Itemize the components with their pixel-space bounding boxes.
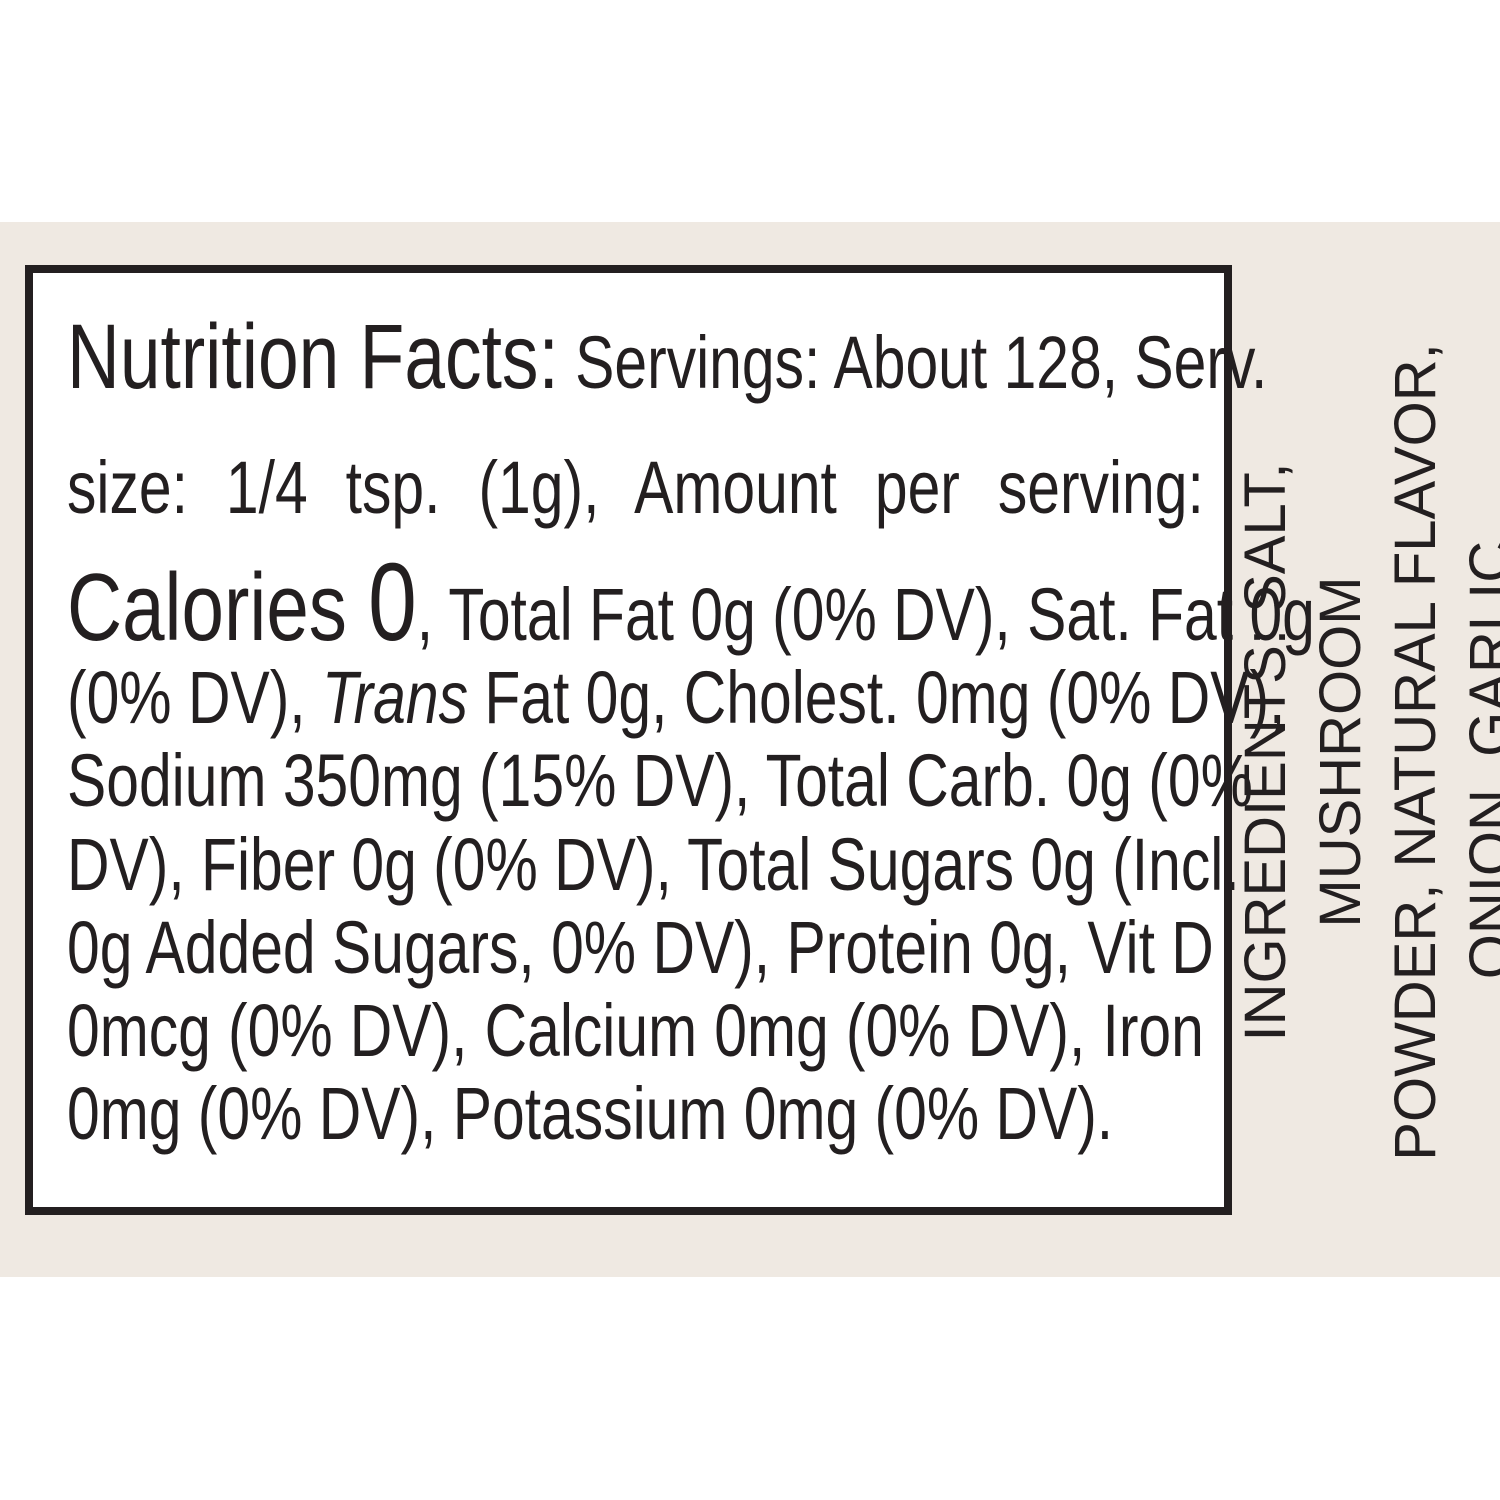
calories-value: 0	[368, 541, 417, 664]
ingredients-line-3: ONION, GARLIC.	[1458, 524, 1500, 980]
nutrition-line-5: Sodium 350mg (15% DV), Total Carb. 0g (0…	[67, 739, 1253, 822]
line4-a: (0% DV),	[67, 656, 322, 739]
line4-b: Fat 0g, Cholest. 0mg (0% DV),	[467, 656, 1286, 739]
ingredients-text: INGREDIENTS: SALT, MUSHROOM POWDER, NATU…	[1228, 302, 1500, 1202]
nutrition-line-1: Nutrition Facts: Servings: About 128, Se…	[67, 311, 1267, 403]
fat-text: , Total Fat 0g (0% DV), Sat. Fat 0g	[416, 573, 1315, 656]
ingredients-line-2: POWDER, NATURAL FLAVOR,	[1383, 343, 1448, 1161]
nutrition-line-4: (0% DV), Trans Fat 0g, Cholest. 0mg (0% …	[67, 661, 1285, 735]
nutrition-line-2: size: 1/4 tsp. (1g), Amount per serving:	[67, 446, 1204, 529]
nutrition-line-9: 0mg (0% DV), Potassium 0mg (0% DV).	[67, 1072, 1114, 1155]
nutrition-line-8: 0mcg (0% DV), Calcium 0mg (0% DV), Iron	[67, 989, 1204, 1072]
ingredients-line-1: INGREDIENTS: SALT, MUSHROOM	[1233, 462, 1373, 1042]
nutrition-line-7: 0g Added Sugars, 0% DV), Protein 0g, Vit…	[67, 906, 1214, 989]
nutrition-facts-panel: Nutrition Facts: Servings: About 128, Se…	[25, 265, 1315, 1215]
nutrition-title: Nutrition Facts:	[67, 306, 559, 408]
calories-label: Calories	[67, 554, 369, 661]
trans-label: Trans	[321, 656, 468, 739]
nutrition-line-6: DV), Fiber 0g (0% DV), Total Sugars 0g (…	[67, 823, 1240, 906]
servings-text: Servings: About 128, Serv.	[558, 321, 1268, 404]
nutrition-line-3: Calories 0, Total Fat 0g (0% DV), Sat. F…	[67, 548, 1315, 661]
